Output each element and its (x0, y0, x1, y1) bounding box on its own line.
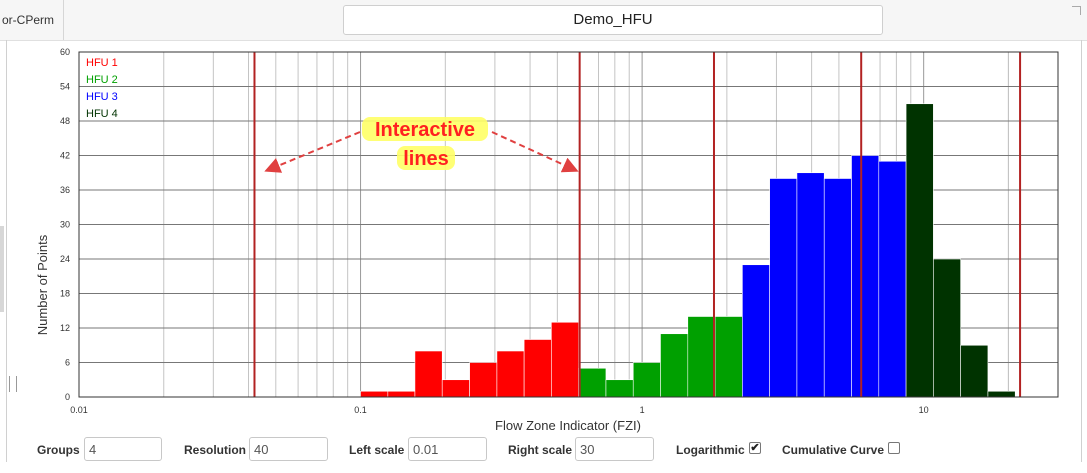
interactive-lines[interactable] (253, 52, 1022, 397)
histogram-bar (687, 316, 716, 398)
annotation-arrow-right (491, 131, 579, 173)
cumulative-curve-checkbox[interactable] (888, 442, 900, 454)
x-tick-label: 10 (919, 405, 929, 415)
x-tick-label: 1 (640, 405, 645, 415)
corner-resize-icon (1072, 6, 1081, 15)
bars (360, 103, 1016, 398)
histogram-bar (660, 333, 689, 398)
histogram-bar (523, 339, 552, 398)
top-bar: or-CPerm Demo_HFU (0, 0, 1087, 41)
y-axis-label: Number of Points (35, 234, 50, 335)
histogram-bar (878, 160, 907, 398)
logarithmic-checkbox[interactable]: ✔ (749, 442, 761, 454)
y-tick-label: 18 (60, 289, 70, 299)
histogram-bar (578, 367, 607, 398)
groups-label: Groups (37, 443, 80, 457)
histogram-chart: 0 6 12 18 24 30 36 42 48 54 60 0.01 0.1 1 10 Number o… (35, 47, 1059, 433)
y-tick-label: 12 (60, 323, 70, 333)
histogram-bar (496, 350, 525, 398)
legend-hfu3: HFU 3 (86, 91, 118, 103)
histogram-bar (360, 390, 389, 398)
y-tick-label: 42 (60, 151, 70, 161)
left-scale-label: Left scale (349, 443, 405, 457)
controls-bar: Groups Resolution Left scale Right scale… (0, 436, 1087, 464)
groups-input[interactable] (84, 437, 162, 461)
x-axis-label: Flow Zone Indicator (FZI) (495, 418, 641, 433)
histogram-bar (387, 390, 416, 398)
left-scrollbar[interactable] (0, 226, 4, 312)
logarithmic-label: Logarithmic (676, 443, 745, 457)
histogram-bar (851, 155, 880, 398)
tab-left-label[interactable]: or-CPerm (0, 0, 64, 40)
annotation-text-line1: Interactive (375, 119, 475, 141)
histogram-bar (605, 379, 634, 398)
y-tick-label: 48 (60, 116, 70, 126)
histogram-bar (905, 103, 934, 398)
histogram-bar (551, 321, 579, 398)
histogram-bar (414, 350, 443, 398)
histogram-bar (769, 178, 798, 398)
legend-hfu4: HFU 4 (86, 108, 118, 120)
histogram-bar (987, 390, 1016, 398)
histogram-bar (823, 178, 852, 398)
y-tick-label: 54 (60, 82, 70, 92)
y-axis-ticks: 0 6 12 18 24 30 36 42 48 54 60 (60, 47, 70, 402)
splitter-grip-icon[interactable] (9, 376, 17, 392)
resolution-label: Resolution (184, 443, 246, 457)
histogram-bar (469, 362, 498, 398)
right-scale-label: Right scale (508, 443, 573, 457)
legend-hfu2: HFU 2 (86, 74, 118, 86)
legend-hfu1: HFU 1 (86, 57, 118, 69)
annotation-highlight-2 (397, 146, 455, 170)
resolution-input[interactable] (249, 437, 328, 461)
histogram-bar (796, 172, 825, 398)
y-tick-label: 60 (60, 47, 70, 57)
x-axis-ticks: 0.01 0.1 1 10 (70, 405, 928, 415)
histogram-bar (441, 379, 470, 398)
annotation-callout: Interactive lines (264, 117, 579, 173)
histogram-bar (933, 258, 961, 398)
x-tick-label: 0.1 (354, 405, 367, 415)
y-tick-label: 0 (65, 392, 70, 402)
histogram-bar (742, 264, 770, 398)
histogram-bar (632, 362, 661, 398)
cumulative-curve-label: Cumulative Curve (782, 443, 885, 457)
y-tick-label: 36 (60, 185, 70, 195)
annotation-text-line2: lines (403, 148, 449, 170)
legend: HFU 1 HFU 2 HFU 3 HFU 4 (86, 57, 118, 120)
annotation-highlight-1 (362, 117, 488, 141)
x-tick-label: 0.01 (70, 405, 88, 415)
y-tick-label: 6 (65, 358, 70, 368)
y-tick-label: 24 (60, 254, 70, 264)
right-scale-input[interactable] (575, 437, 654, 461)
left-scale-input[interactable] (408, 437, 487, 461)
histogram-bar (960, 344, 989, 398)
histogram-bar (714, 316, 743, 398)
plot-frame (78, 51, 1059, 398)
chart-title-input[interactable]: Demo_HFU (343, 5, 883, 35)
y-tick-label: 30 (60, 220, 70, 230)
chart-panel (6, 40, 1082, 462)
annotation-arrow-left (264, 131, 361, 173)
